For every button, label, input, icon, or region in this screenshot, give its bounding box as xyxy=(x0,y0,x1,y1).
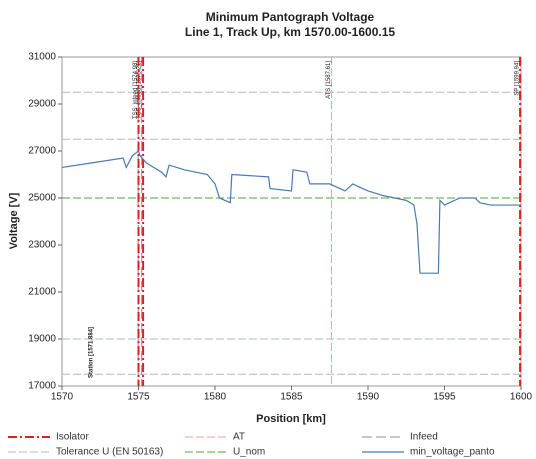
x-tick-label: 1570 xyxy=(51,392,74,403)
x-tick-label: 1595 xyxy=(433,392,456,403)
y-tick-label: 23000 xyxy=(28,240,56,251)
y-tick-label: 17000 xyxy=(28,381,56,392)
line-annotation: TSS_infeed [1574.98] xyxy=(133,61,139,119)
y-tick-label: 21000 xyxy=(28,287,56,298)
y-tick-label: 19000 xyxy=(28,334,56,345)
x-axis-label: Position [km] xyxy=(256,413,326,425)
voltage-line xyxy=(61,150,521,274)
line-annotation: TSS_infeed [1575.21] xyxy=(136,61,142,119)
legend-label: Infeed xyxy=(410,432,438,443)
y-tick-label: 27000 xyxy=(28,146,56,157)
legend-label: min_voltage_panto xyxy=(410,447,495,458)
station-annotation: Station [1571.884] xyxy=(88,327,94,378)
legend-label: U_nom xyxy=(233,447,265,458)
plot-frame xyxy=(61,56,522,387)
legend-label: Tolerance U (EN 50163) xyxy=(56,447,163,458)
x-tick-label: 1575 xyxy=(127,392,150,403)
x-tick-label: 1585 xyxy=(280,392,303,403)
y-tick-label: 25000 xyxy=(28,193,56,204)
x-tick-label: 1590 xyxy=(357,392,380,403)
x-tick-label: 1580 xyxy=(204,392,227,403)
chart-title: Minimum Pantograph Voltage xyxy=(206,10,375,24)
line-annotation: SP [1599.94] xyxy=(515,61,521,96)
y-tick-label: 31000 xyxy=(28,52,56,63)
y-axis-label: Voltage [V] xyxy=(8,192,20,249)
chart-subtitle: Line 1, Track Up, km 1570.00-1600.15 xyxy=(185,25,395,39)
legend-label: Isolator xyxy=(56,432,89,443)
legend-label: AT xyxy=(233,432,245,443)
y-tick-label: 29000 xyxy=(28,99,56,110)
line-annotation: ATS [1587.61] xyxy=(326,61,332,99)
x-tick-label: 1600 xyxy=(510,392,533,403)
